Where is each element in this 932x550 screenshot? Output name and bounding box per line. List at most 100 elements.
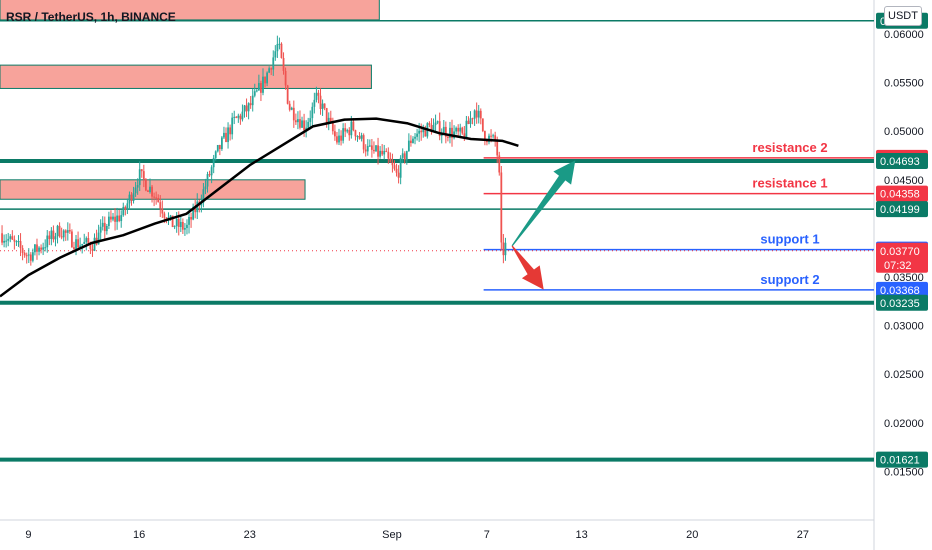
candle-body-163 (336, 136, 338, 143)
price-tag-4: 0.04199 (876, 201, 928, 218)
candle-body-155 (319, 95, 322, 109)
price-tag-bg-9 (876, 451, 928, 468)
candle-body-85 (175, 218, 178, 227)
candle-body-60 (124, 206, 127, 210)
x-tick-label-6: 20 (686, 529, 698, 541)
candle-body-8 (17, 241, 20, 243)
candle-body-139 (286, 85, 289, 104)
candle-body-176 (362, 135, 365, 150)
candle-body-86 (177, 218, 180, 228)
candle-body-148 (305, 127, 308, 131)
candle-body-137 (282, 57, 285, 71)
candle-body-93 (192, 206, 195, 220)
x-tick-label-1: 16 (133, 529, 145, 541)
price-tag-8: 0.03235 (876, 294, 928, 311)
candle-body-78 (161, 208, 164, 214)
candle-body-28 (58, 225, 61, 237)
price-tag-bg-4 (876, 201, 928, 218)
chart-title: RSR / TetherUS, 1h, BINANCE (6, 10, 176, 24)
candle-body-162 (334, 131, 336, 137)
candle-body-97 (200, 202, 203, 206)
candle-body-170 (350, 121, 353, 136)
candle-body-135 (278, 43, 281, 45)
candle-body-44 (91, 249, 94, 251)
candle-body-201 (414, 136, 416, 139)
hline-0.04358-label: resistance 1 (752, 176, 827, 191)
candle-body-91 (188, 216, 190, 225)
candle-body-39 (81, 243, 84, 246)
candle-body-178 (366, 145, 369, 152)
candle-body-226 (465, 120, 468, 139)
hline-0.03368-label: support 2 (760, 272, 819, 287)
candle-body-42 (87, 238, 90, 244)
candle-body-89 (184, 228, 186, 230)
candle-body-203 (418, 130, 421, 134)
candle-body-204 (420, 130, 423, 133)
candle-body-217 (447, 136, 449, 138)
candle-body-47 (97, 232, 100, 245)
candle-body-144 (297, 119, 299, 123)
candle-body-205 (422, 128, 425, 133)
x-tick-label-0: 9 (25, 529, 31, 541)
candle-body-152 (313, 99, 316, 107)
candle-body-13 (27, 254, 30, 256)
candle-body-5 (11, 236, 14, 240)
candle-body-181 (373, 149, 375, 152)
candle-body-88 (181, 221, 184, 230)
candle-body-150 (309, 118, 312, 122)
price-tag-label-9: 0.01621 (880, 455, 920, 467)
currency-unit-button[interactable]: USDT (884, 6, 922, 26)
candle-body-108 (223, 132, 225, 138)
candle-body-38 (79, 245, 82, 248)
price-tag-bg-8 (876, 294, 928, 311)
candle-body-117 (241, 111, 244, 120)
candle-body-29 (60, 236, 63, 238)
candle-body-73 (151, 186, 153, 197)
candle-body-145 (299, 119, 301, 128)
candle-body-141 (290, 107, 293, 110)
candle-body-123 (253, 91, 256, 96)
candles (1, 35, 507, 266)
candle-body-125 (257, 83, 260, 91)
candle-body-113 (233, 116, 236, 118)
candle-body-11 (23, 252, 26, 256)
candle-body-188 (387, 151, 390, 159)
candle-body-50 (103, 222, 106, 232)
x-tick-label-7: 27 (797, 529, 809, 541)
candle-body-56 (116, 215, 119, 222)
candle-body-100 (206, 174, 209, 187)
candle-body-34 (71, 231, 73, 248)
candle-body-242 (498, 155, 501, 173)
y-tick-label-6: 0.05000 (884, 126, 924, 138)
candle-body-92 (190, 216, 192, 220)
price-tag-label-8: 0.03235 (880, 298, 920, 310)
zone-top (0, 0, 380, 21)
candle-body-211 (434, 122, 437, 126)
price-tag-sub-6: 07:32 (884, 260, 912, 272)
candle-body-136 (280, 43, 283, 58)
candle-body-52 (107, 216, 110, 226)
x-tick-label-4: 7 (484, 529, 490, 541)
candle-body-229 (471, 118, 474, 120)
candle-body-58 (120, 215, 123, 222)
candle-body-222 (457, 127, 460, 132)
candle-body-14 (29, 254, 32, 261)
y-tick-label-8: 0.06000 (884, 29, 924, 41)
candle-body-149 (307, 121, 310, 128)
candle-body-105 (216, 144, 219, 152)
candle-body-21 (44, 247, 47, 249)
candle-body-49 (101, 222, 104, 227)
price-tag-3: 0.04358 (876, 185, 928, 202)
candle-body-154 (317, 92, 320, 96)
candle-body-161 (331, 121, 334, 132)
candle-body-59 (122, 206, 125, 216)
price-tag-2: 0.04693 (876, 153, 928, 170)
candle-body-0 (1, 233, 3, 243)
candle-body-132 (272, 57, 275, 70)
candle-body-109 (225, 132, 227, 143)
candle-body-23 (48, 235, 51, 240)
candle-body-84 (173, 226, 176, 228)
candle-body-19 (40, 247, 42, 250)
candle-body-157 (323, 103, 326, 109)
